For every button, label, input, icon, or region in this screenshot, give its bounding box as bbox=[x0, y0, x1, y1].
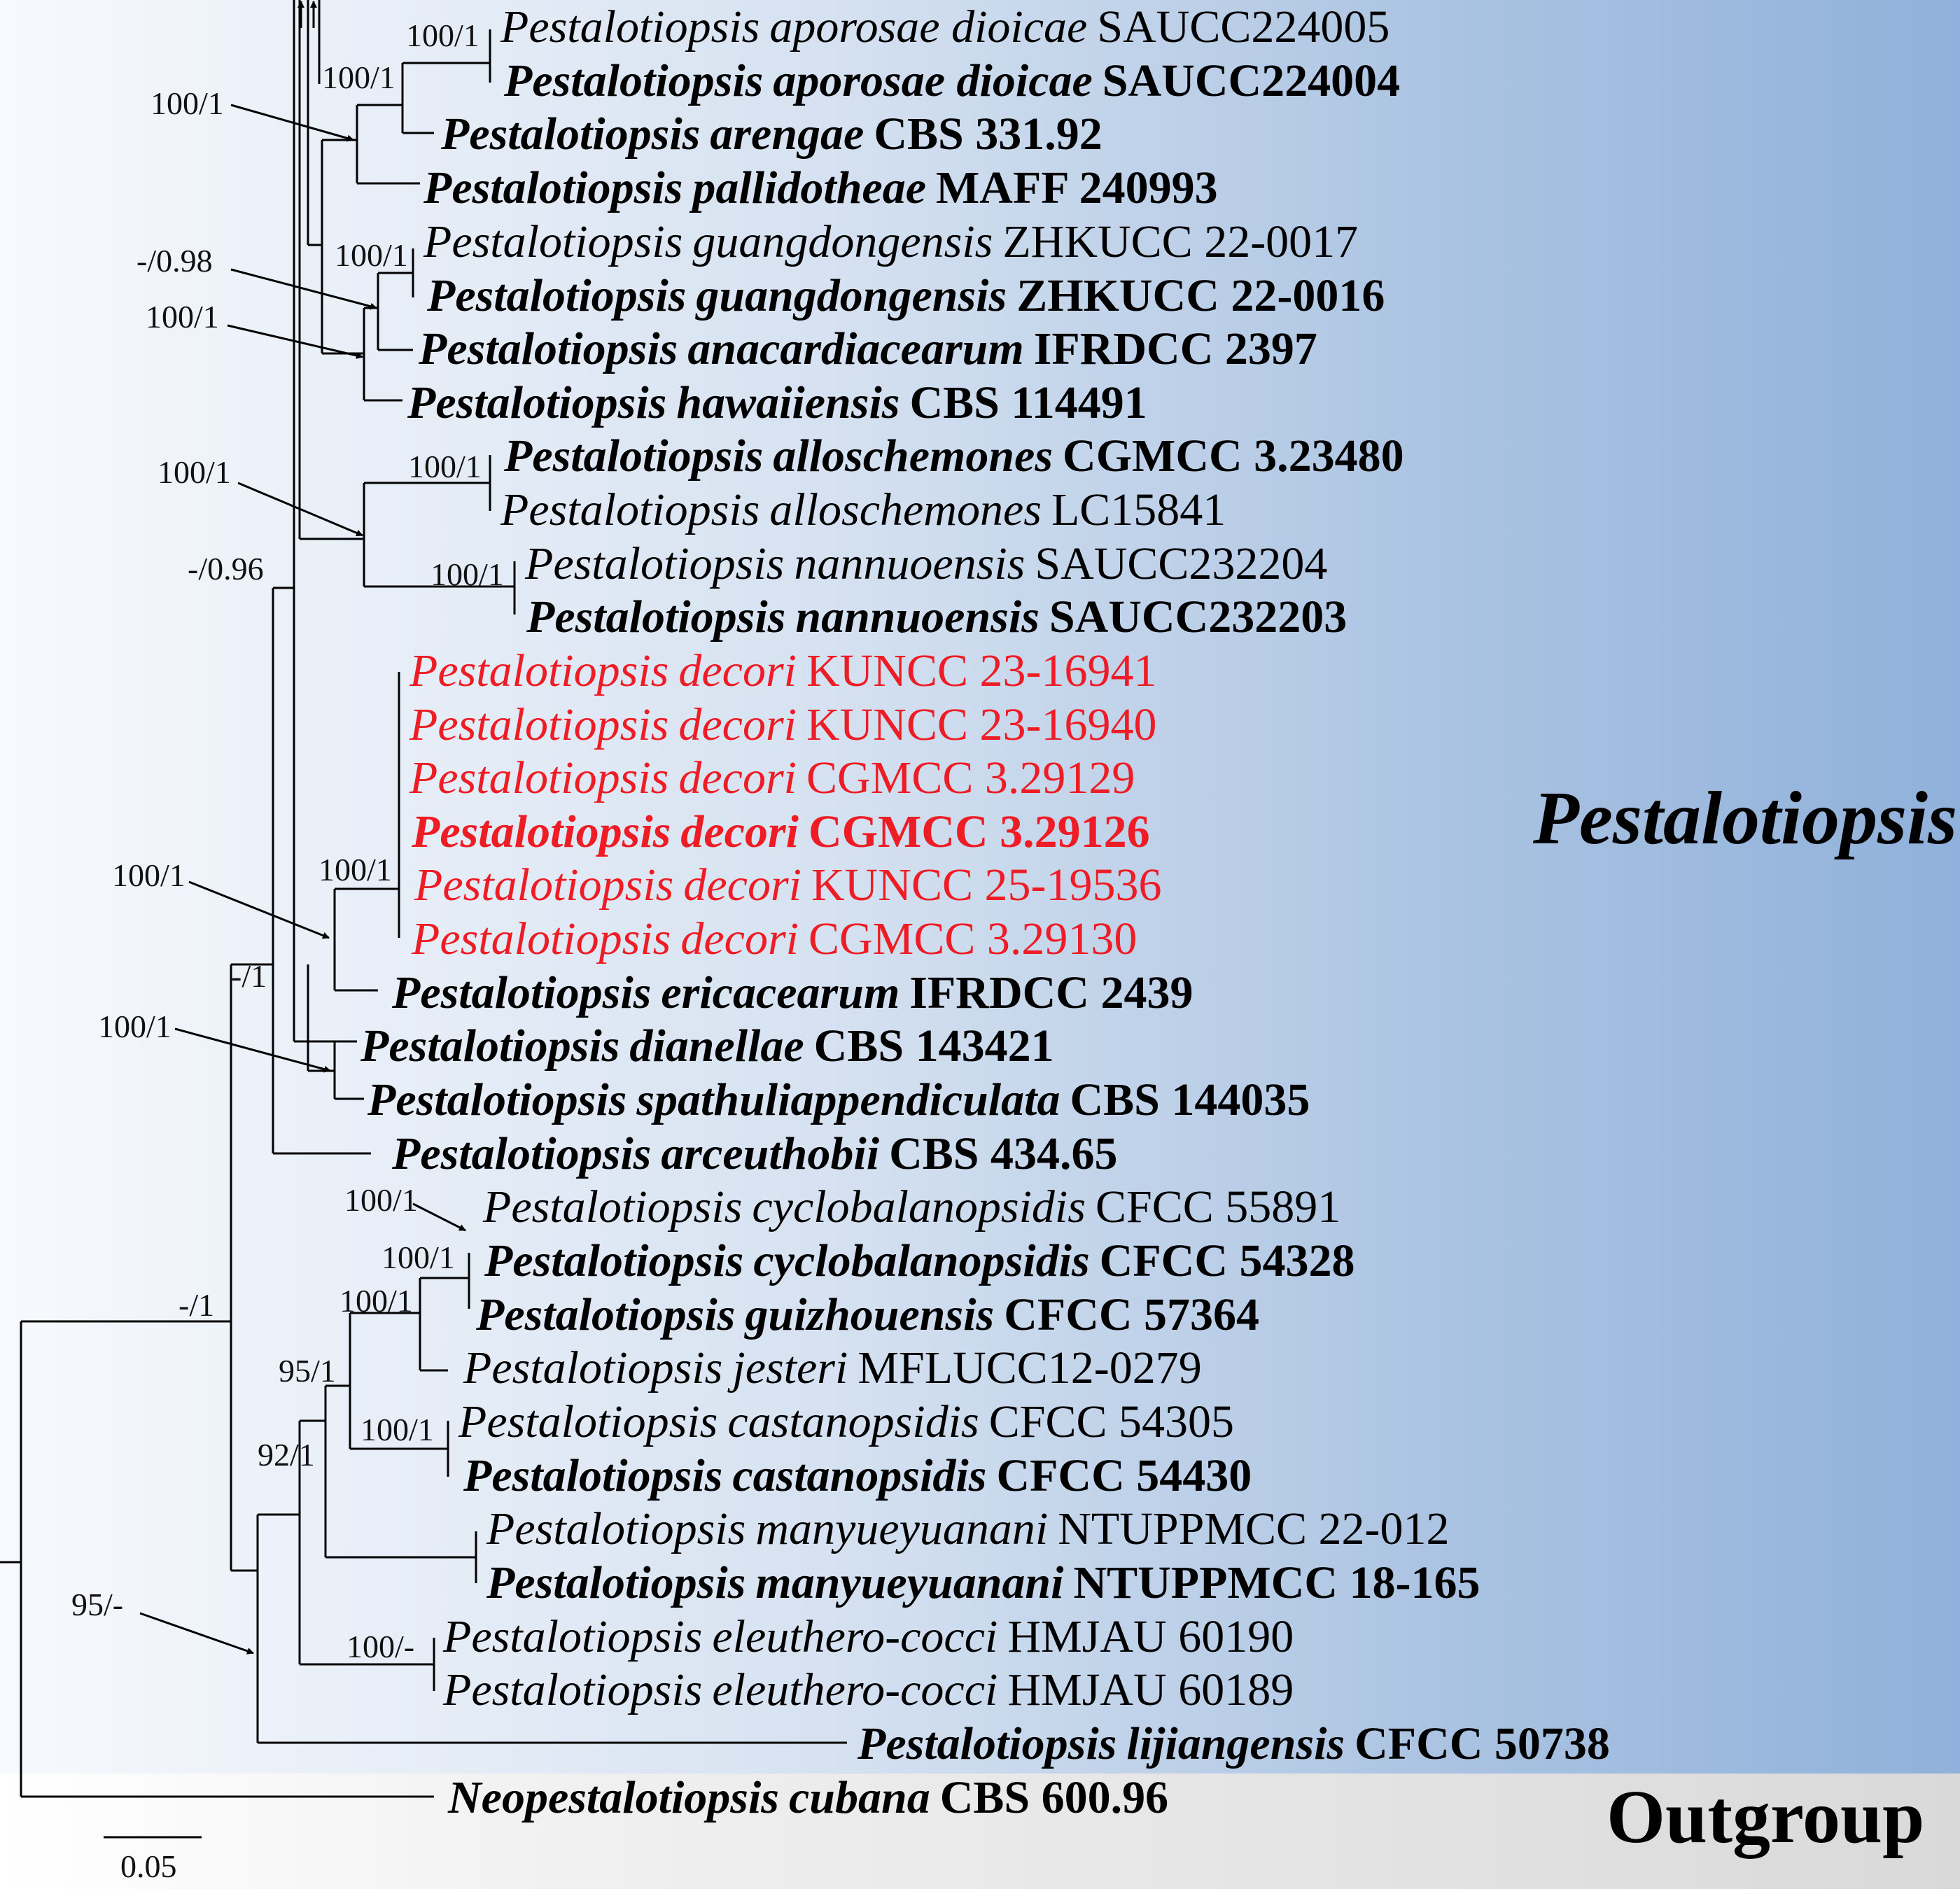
support-label: 100/1 bbox=[408, 449, 482, 484]
taxon-label: Pestalotiopsis cyclobalanopsidis CFCC 5432… bbox=[484, 1235, 1354, 1286]
support-label: 100/1 bbox=[322, 59, 396, 95]
support-label: 100/1 bbox=[382, 1240, 455, 1275]
taxon-label: Pestalotiopsis castanopsidis CFCC 54305 bbox=[458, 1396, 1234, 1447]
support-label: 95/- bbox=[71, 1587, 123, 1622]
taxon-label: Pestalotiopsis decori KUNCC 25-19536 bbox=[414, 859, 1161, 911]
top-clip-arrows bbox=[298, 1, 317, 28]
taxon-label: Pestalotiopsis castanopsidis CFCC 54430 bbox=[463, 1450, 1252, 1501]
support-arrows bbox=[139, 104, 466, 1655]
taxon-label: Pestalotiopsis decori CGMCC 3.29130 bbox=[411, 913, 1137, 964]
taxon-label: Pestalotiopsis alloschemones LC15841 bbox=[500, 484, 1226, 535]
support-label: 100/1 bbox=[406, 17, 479, 53]
taxon-label: Pestalotiopsis arengae CBS 331.92 bbox=[440, 108, 1102, 160]
support-label: 100/1 bbox=[158, 454, 231, 490]
support-label: -/0.96 bbox=[188, 551, 264, 587]
taxon-label: Pestalotiopsis decori KUNCC 23-16940 bbox=[409, 699, 1156, 750]
support-label: -/1 bbox=[178, 1287, 214, 1323]
support-label: 92/1 bbox=[258, 1437, 315, 1473]
taxon-label: Pestalotiopsis decori CGMCC 3.29126 bbox=[411, 806, 1150, 857]
taxon-label: Pestalotiopsis guangdongensis ZHKUCC 22-00… bbox=[426, 270, 1385, 321]
taxon-label: Pestalotiopsis guangdongensis ZHKUCC 22-00… bbox=[423, 216, 1358, 267]
support-label: 100/1 bbox=[146, 299, 219, 335]
support-label: 100/1 bbox=[340, 1283, 413, 1319]
taxon-label: Pestalotiopsis lijiangensis CFCC 50738 bbox=[857, 1718, 1610, 1769]
taxon-label: Pestalotiopsis jesteri MFLUCC12-0279 bbox=[463, 1342, 1202, 1393]
support-label: 100/1 bbox=[150, 85, 224, 121]
outgroup-label: Outgroup bbox=[1606, 1776, 1924, 1859]
taxon-label: Pestalotiopsis nannuoensis SAUCC232204 bbox=[524, 538, 1327, 589]
taxon-label: Pestalotiopsis spathuliappendiculata CBS 1… bbox=[367, 1074, 1310, 1125]
ingroup-label: Pestalotiopsis bbox=[1532, 777, 1957, 860]
taxon-label: Pestalotiopsis dianellae CBS 143421 bbox=[360, 1020, 1054, 1072]
taxon-label: Pestalotiopsis guizhouensis CFCC 57364 bbox=[475, 1289, 1259, 1340]
taxon-label: Pestalotiopsis anacardiacearum IFRDCC 2397 bbox=[418, 323, 1317, 374]
taxon-label: Neopestalotiopsis cubana CBS 600.96 bbox=[447, 1772, 1168, 1823]
taxon-label: Pestalotiopsis hawaiiensis CBS 114491 bbox=[407, 377, 1147, 428]
support-label: -/1 bbox=[231, 958, 267, 994]
support-label: 100/- bbox=[346, 1629, 414, 1664]
support-label: 100/1 bbox=[318, 852, 392, 887]
taxon-label: Pestalotiopsis arceuthobii CBS 434.65 bbox=[391, 1128, 1117, 1179]
taxon-label: Pestalotiopsis eleuthero-cocci HMJAU 60189 bbox=[442, 1664, 1294, 1715]
taxon-label: Pestalotiopsis decori KUNCC 23-16941 bbox=[409, 645, 1156, 696]
support-label: 100/1 bbox=[98, 1009, 172, 1044]
taxon-label: Pestalotiopsis alloschemones CGMCC 3.23480 bbox=[503, 430, 1404, 482]
support-label: 100/1 bbox=[430, 556, 504, 592]
taxon-label: Pestalotiopsis ericacearum IFRDCC 2439 bbox=[391, 967, 1193, 1018]
support-label: 95/1 bbox=[279, 1353, 336, 1389]
support-label: 100/1 bbox=[344, 1182, 418, 1218]
taxon-label: Pestalotiopsis pallidotheae MAFF 240993 bbox=[423, 162, 1218, 213]
taxon-label: Pestalotiopsis manyueyuanani NTUPPMCC 18-1… bbox=[486, 1557, 1480, 1608]
support-label: -/0.98 bbox=[136, 243, 213, 279]
outgroup-background bbox=[0, 1774, 1960, 1889]
taxon-label: Pestalotiopsis aporosae dioicae SAUCC22400… bbox=[500, 1, 1390, 52]
support-label: 100/1 bbox=[112, 857, 186, 893]
taxon-label: Pestalotiopsis eleuthero-cocci HMJAU 60190 bbox=[442, 1611, 1294, 1662]
scale-bar-label: 0.05 bbox=[120, 1848, 177, 1884]
support-labels: 100/1 100/1 100/1 -/0.98 100/1 100/1 100… bbox=[71, 17, 504, 1664]
taxon-label: Pestalotiopsis aporosae dioicae SAUCC22400… bbox=[503, 55, 1400, 106]
taxon-labels: Pestalotiopsis aporosae dioicae SAUCC22400… bbox=[360, 1, 1610, 1823]
taxon-label: Pestalotiopsis decori CGMCC 3.29129 bbox=[409, 752, 1135, 803]
taxon-label: Pestalotiopsis manyueyuanani NTUPPMCC 22-0… bbox=[486, 1503, 1450, 1554]
taxon-label: Pestalotiopsis nannuoensis SAUCC232203 bbox=[526, 591, 1347, 642]
taxon-label: Pestalotiopsis cyclobalanopsidis CFCC 5589… bbox=[482, 1181, 1340, 1233]
support-label: 100/1 bbox=[360, 1412, 434, 1447]
support-label: 100/1 bbox=[335, 237, 408, 273]
